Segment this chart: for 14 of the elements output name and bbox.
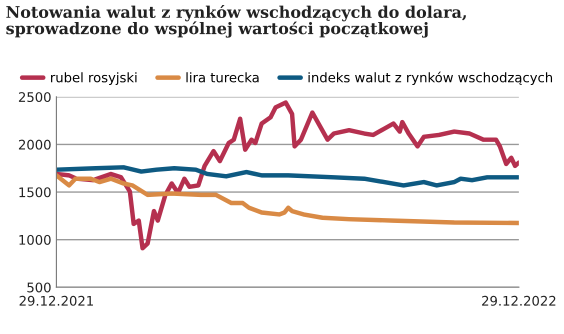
chart-title: Notowania walut z rynków wschodzących do dolara, sprowadzone do wspólnej wartości początkowej [6, 5, 466, 38]
legend-label: lira turecka [186, 72, 259, 82]
y-tick-label: 1500 [19, 187, 51, 198]
y-tick-label: 2500 [18, 92, 51, 102]
x-tick-label: 29.12.2021 [20, 296, 93, 306]
y-tick-label: 500 [27, 282, 51, 292]
line-series [56, 173, 519, 226]
y-tick-label: 1000 [19, 234, 51, 245]
y-tick-label: 2000 [18, 140, 51, 150]
line-series [56, 100, 519, 250]
legend-label: rubel rosyjski [51, 72, 136, 85]
legend-label: indeks walut z rynków wschodzących [308, 72, 552, 85]
x-tick-label: 29.12.2022 [482, 296, 556, 306]
line-series [56, 165, 519, 188]
